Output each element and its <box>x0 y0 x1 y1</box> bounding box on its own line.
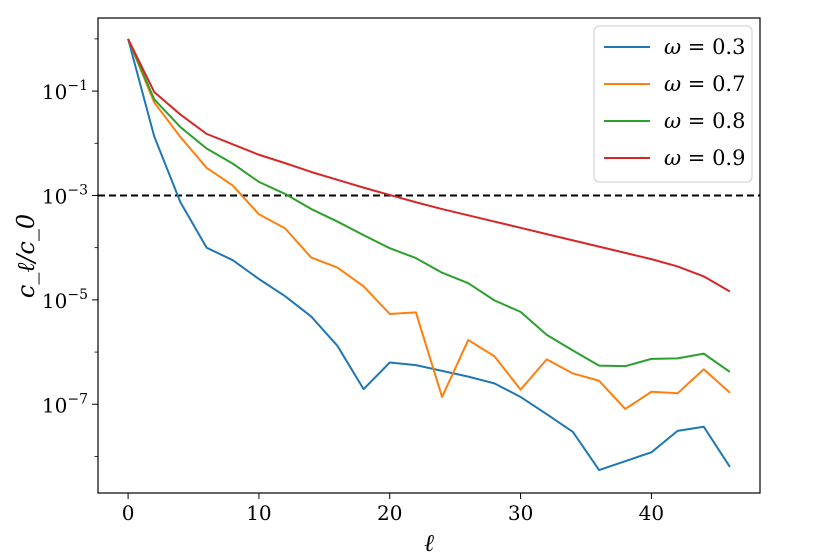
legend: ω = 0.3 ω = 0.7 ω = 0.8 ω = 0.9 <box>593 25 753 183</box>
legend-box <box>593 25 753 183</box>
x-tick-label-1: 10 <box>246 501 271 525</box>
x-tick-label-2: 20 <box>377 501 402 525</box>
series-layer <box>127 38 731 472</box>
y-tick-label-3: 10−7 <box>42 391 88 417</box>
legend-label-0: ω = 0.3 <box>664 35 745 59</box>
legend-label-2: ω = 0.8 <box>664 109 745 133</box>
series-line-3 <box>127 38 731 293</box>
x-tick-label-3: 30 <box>508 501 533 525</box>
y-axis-label: c_ℓ/c_0 <box>12 214 40 298</box>
legend-label-3: ω = 0.9 <box>664 146 745 170</box>
plot-frame <box>97 17 761 494</box>
x-tick-label-0: 0 <box>122 501 135 525</box>
y-tick-label-0: 10−1 <box>42 78 88 104</box>
series-line-0 <box>127 38 731 472</box>
y-tick-label-2: 10−5 <box>42 287 88 313</box>
series-line-2 <box>127 38 731 373</box>
x-tick-label-4: 40 <box>639 501 664 525</box>
legend-label-1: ω = 0.7 <box>664 72 745 96</box>
tick-label-layer: 0 10 20 30 40 10−1 10−3 10−5 10−7 <box>42 78 664 525</box>
y-tick-label-1: 10−3 <box>42 182 88 208</box>
series-line-1 <box>127 38 731 410</box>
x-axis-label: ℓ <box>424 529 434 557</box>
